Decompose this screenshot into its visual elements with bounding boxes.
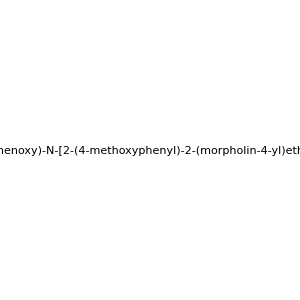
Text: 2-(4-chlorophenoxy)-N-[2-(4-methoxyphenyl)-2-(morpholin-4-yl)ethyl]acetamide: 2-(4-chlorophenoxy)-N-[2-(4-methoxypheny… — [0, 146, 300, 157]
